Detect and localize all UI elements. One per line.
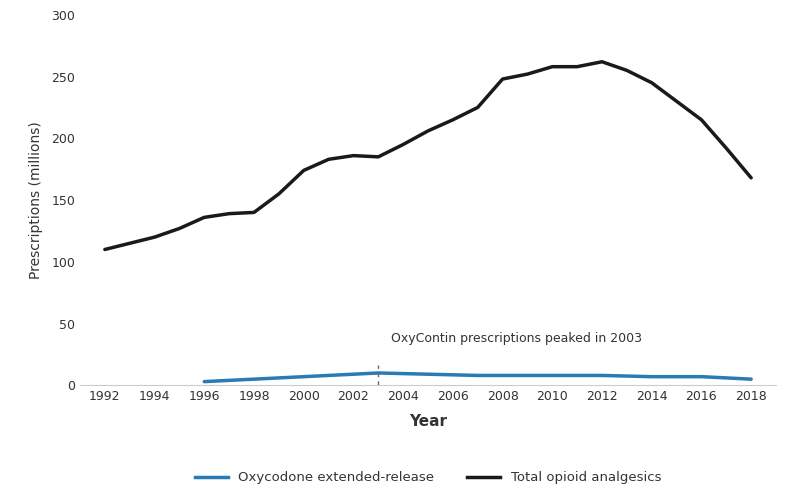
Text: OxyContin prescriptions peaked in 2003: OxyContin prescriptions peaked in 2003 <box>390 332 642 345</box>
X-axis label: Year: Year <box>409 414 447 429</box>
Y-axis label: Prescriptions (millions): Prescriptions (millions) <box>29 121 43 279</box>
Legend: Oxycodone extended-release, Total opioid analgesics: Oxycodone extended-release, Total opioid… <box>190 466 666 490</box>
